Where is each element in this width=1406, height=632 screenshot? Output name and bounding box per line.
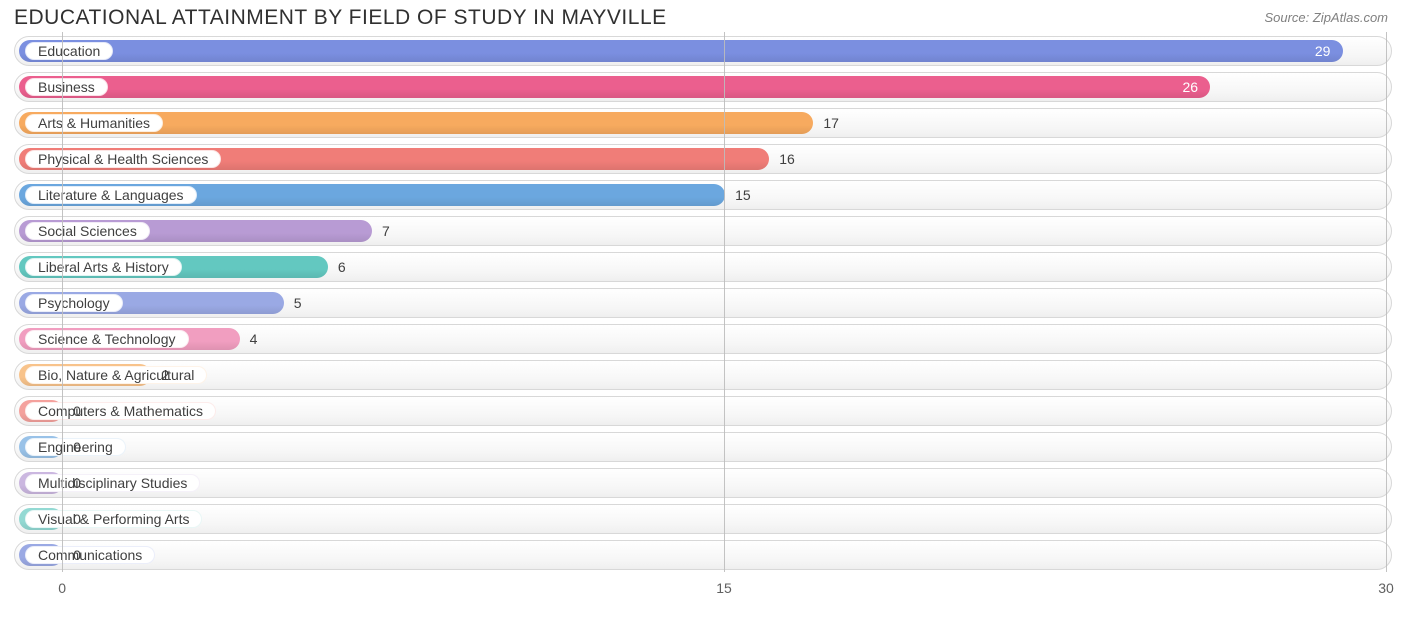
bar-label: Arts & Humanities xyxy=(25,114,163,132)
bar-label: Education xyxy=(25,42,113,60)
bar-row: Arts & Humanities 17 xyxy=(14,108,1392,138)
bar-value: 7 xyxy=(382,217,390,245)
bar-row: Education 29 xyxy=(14,36,1392,66)
bar-row: Science & Technology 4 xyxy=(14,324,1392,354)
x-axis: 0 15 30 xyxy=(14,576,1392,604)
bar-value: 17 xyxy=(823,109,839,137)
chart-header: EDUCATIONAL ATTAINMENT BY FIELD OF STUDY… xyxy=(0,0,1406,32)
bar-row: Literature & Languages 15 xyxy=(14,180,1392,210)
bar-label: Psychology xyxy=(25,294,123,312)
bar-label: Literature & Languages xyxy=(25,186,197,204)
bar-value: 0 xyxy=(73,541,81,569)
bar-row: Bio, Nature & Agricultural2 xyxy=(14,360,1392,390)
bar-row: Multidisciplinary Studies0 xyxy=(14,468,1392,498)
bar-value: 26 xyxy=(1182,73,1198,101)
bar-label: Communications xyxy=(25,546,155,564)
bar-label: Science & Technology xyxy=(25,330,189,348)
chart-area: Education29Business26Arts & Humanities17… xyxy=(0,32,1406,570)
bar-row: Engineering0 xyxy=(14,432,1392,462)
bar-row: Liberal Arts & History 6 xyxy=(14,252,1392,282)
bar-value: 0 xyxy=(73,469,81,497)
bar-label: Bio, Nature & Agricultural xyxy=(25,366,207,384)
bar-value: 5 xyxy=(294,289,302,317)
bar-row: Visual & Performing Arts0 xyxy=(14,504,1392,534)
bar-row: Psychology 5 xyxy=(14,288,1392,318)
bar-value: 15 xyxy=(735,181,751,209)
bar-label: Business xyxy=(25,78,108,96)
chart-source: Source: ZipAtlas.com xyxy=(1264,10,1388,25)
bar-row: Computers & Mathematics0 xyxy=(14,396,1392,426)
bar-value: 0 xyxy=(73,505,81,533)
bar-label: Computers & Mathematics xyxy=(25,402,216,420)
x-axis-tick: 0 xyxy=(58,580,66,596)
bar-row: Physical & Health Sciences 16 xyxy=(14,144,1392,174)
bar-row: Social Sciences 7 xyxy=(14,216,1392,246)
x-axis-tick: 15 xyxy=(716,580,732,596)
bar-label: Multidisciplinary Studies xyxy=(25,474,200,492)
bar-value: 2 xyxy=(161,361,169,389)
bar-label: Physical & Health Sciences xyxy=(25,150,221,168)
bar-label: Social Sciences xyxy=(25,222,150,240)
bar-fill xyxy=(19,40,1343,62)
bar-value: 0 xyxy=(73,397,81,425)
bar-value: 0 xyxy=(73,433,81,461)
bar-value: 6 xyxy=(338,253,346,281)
bar-label: Visual & Performing Arts xyxy=(25,510,202,528)
x-axis-tick: 30 xyxy=(1378,580,1394,596)
bar-row: Communications0 xyxy=(14,540,1392,570)
bar-fill xyxy=(19,76,1210,98)
bar-value: 16 xyxy=(779,145,795,173)
bar-value: 4 xyxy=(250,325,258,353)
bar-row: Business 26 xyxy=(14,72,1392,102)
bar-label: Liberal Arts & History xyxy=(25,258,182,276)
chart-title: EDUCATIONAL ATTAINMENT BY FIELD OF STUDY… xyxy=(14,6,667,30)
bar-value: 29 xyxy=(1315,37,1331,65)
